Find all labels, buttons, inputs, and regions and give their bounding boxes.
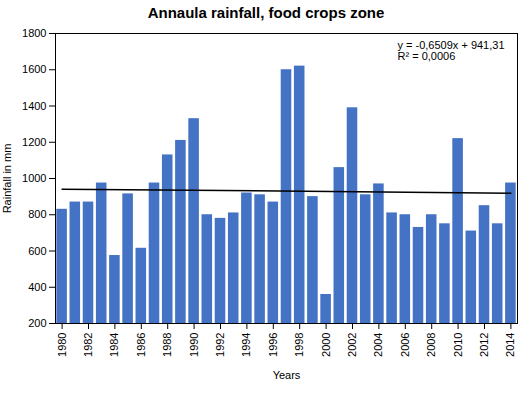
svg-text:1994: 1994 — [240, 333, 252, 357]
svg-text:1982: 1982 — [82, 333, 94, 357]
svg-text:2012: 2012 — [478, 333, 490, 357]
svg-text:1000: 1000 — [22, 172, 46, 184]
svg-text:y = -0,6509x + 941,31R² = 0,00: y = -0,6509x + 941,31R² = 0,0006 — [398, 39, 505, 62]
svg-text:1988: 1988 — [161, 333, 173, 357]
svg-text:1996: 1996 — [267, 333, 279, 357]
svg-text:2000: 2000 — [320, 333, 332, 357]
html-text:Annaula rainfall, food crops z: Annaula rainfall, food crops zone — [147, 4, 385, 21]
svg-text:1200: 1200 — [22, 136, 46, 148]
svg-text:1992: 1992 — [214, 333, 226, 357]
svg-text:800: 800 — [28, 208, 46, 220]
svg-text:2006: 2006 — [399, 333, 411, 357]
svg-text:1800: 1800 — [22, 27, 46, 39]
svg-text:2014: 2014 — [504, 333, 516, 357]
svg-text:600: 600 — [28, 245, 46, 257]
svg-text:2004: 2004 — [372, 333, 384, 357]
svg-text:1998: 1998 — [293, 333, 305, 357]
svg-text:2010: 2010 — [452, 333, 464, 357]
svg-text:1984: 1984 — [108, 333, 120, 357]
svg-text:2008: 2008 — [425, 333, 437, 357]
svg-text:1400: 1400 — [22, 100, 46, 112]
svg-text:2002: 2002 — [346, 333, 358, 357]
svg-text:Rainfall in mm: Rainfall in mm — [1, 144, 13, 214]
svg-text:1986: 1986 — [135, 333, 147, 357]
svg-text:1990: 1990 — [188, 333, 200, 357]
svg-text:200: 200 — [28, 317, 46, 329]
svg-text:Years: Years — [273, 369, 301, 381]
svg-text:1600: 1600 — [22, 63, 46, 75]
svg-text:1980: 1980 — [56, 333, 68, 357]
svg-text:400: 400 — [28, 281, 46, 293]
